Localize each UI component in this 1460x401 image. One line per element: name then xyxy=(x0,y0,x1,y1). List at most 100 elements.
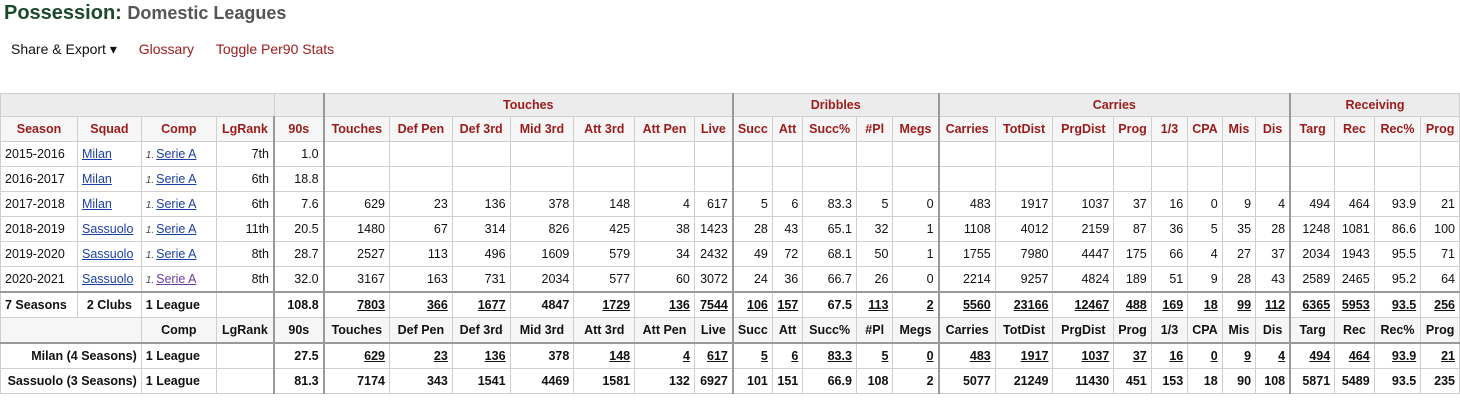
col-header-carries-17[interactable]: Carries xyxy=(937,116,996,142)
totals-stat-cell[interactable]: 5953 xyxy=(1334,291,1375,318)
totals-stat-cell[interactable]: 366 xyxy=(388,291,453,318)
repeat-header-mis-21: Mis xyxy=(1221,317,1257,344)
col-header-totdist-18[interactable]: TotDist xyxy=(994,116,1054,142)
comp-link[interactable]: Serie A xyxy=(156,147,197,161)
club-stat-cell[interactable]: 0 xyxy=(892,342,940,369)
comp-link[interactable]: Serie A xyxy=(156,247,197,261)
club-stat-cell[interactable]: 23 xyxy=(388,342,453,369)
totals-stat-cell[interactable]: 7803 xyxy=(322,291,390,318)
totals-stat-cell[interactable]: 99 xyxy=(1221,291,1257,318)
totals-stat-cell[interactable]: 93.5 xyxy=(1373,291,1422,318)
totals-stat-cell[interactable]: 2 xyxy=(892,291,940,318)
club-stat-cell[interactable]: 136 xyxy=(451,342,511,369)
stat-cell xyxy=(855,141,894,167)
col-header-def-pen-6[interactable]: Def Pen xyxy=(388,116,453,142)
totals-stat-cell[interactable]: 1677 xyxy=(451,291,511,318)
totals-stat-cell[interactable]: 23166 xyxy=(994,291,1054,318)
totals-stat-cell[interactable]: 169 xyxy=(1150,291,1189,318)
club-stat-cell[interactable]: 9 xyxy=(1221,342,1257,369)
club-stat-cell[interactable]: 5 xyxy=(731,342,773,369)
col-header-cpa-22[interactable]: CPA xyxy=(1187,116,1223,142)
club-stat-cell[interactable]: 4 xyxy=(634,342,695,369)
col-header-season-0[interactable]: Season xyxy=(0,116,78,142)
totals-stat-cell[interactable]: 106 xyxy=(731,291,773,318)
col-header-dis-24[interactable]: Dis xyxy=(1255,116,1291,142)
col-header-succ-12[interactable]: Succ xyxy=(731,116,773,142)
col-header-mis-23[interactable]: Mis xyxy=(1221,116,1257,142)
totals-stat-cell[interactable]: 136 xyxy=(634,291,695,318)
club-stat-cell[interactable]: 483 xyxy=(937,342,996,369)
col-header-90s-4[interactable]: 90s xyxy=(273,116,325,142)
club-stat-cell[interactable]: 37 xyxy=(1113,342,1152,369)
season-cell[interactable]: 2016-2017 xyxy=(0,166,78,192)
totals-stat-cell[interactable]: 5560 xyxy=(937,291,996,318)
totals-stat-cell[interactable]: 112 xyxy=(1255,291,1291,318)
col-header-lgrank-3[interactable]: LgRank xyxy=(215,116,275,142)
totals-stat-cell[interactable]: 1729 xyxy=(573,291,636,318)
squad-link[interactable]: Milan xyxy=(81,197,112,211)
club-stat-cell[interactable]: 5 xyxy=(855,342,894,369)
season-cell[interactable]: 2020-2021 xyxy=(0,266,78,293)
totals-stat-cell[interactable]: 256 xyxy=(1420,291,1460,318)
club-stat-cell[interactable]: 0 xyxy=(1187,342,1223,369)
stat-cell: 579 xyxy=(573,241,636,267)
glossary-link[interactable]: Glossary xyxy=(138,41,194,57)
club-stat-cell[interactable]: 93.9 xyxy=(1373,342,1422,369)
col-header-megs-16[interactable]: Megs xyxy=(892,116,940,142)
season-cell[interactable]: 2017-2018 xyxy=(0,191,78,217)
club-stat-cell[interactable]: 464 xyxy=(1334,342,1375,369)
club-stat-cell[interactable]: 629 xyxy=(322,342,390,369)
squad-link[interactable]: Milan xyxy=(81,172,112,186)
totals-stat-cell[interactable]: 157 xyxy=(771,291,804,318)
col-header-succpct-14[interactable]: Succ% xyxy=(802,116,857,142)
col-header-prog-20[interactable]: Prog xyxy=(1113,116,1152,142)
club-stat-cell[interactable]: 21 xyxy=(1420,342,1460,369)
club-stat-cell[interactable]: 148 xyxy=(573,342,636,369)
col-header-touches-5[interactable]: Touches xyxy=(322,116,390,142)
squad-link[interactable]: Sassuolo xyxy=(81,272,134,286)
col-header-att-3rd-9[interactable]: Att 3rd xyxy=(573,116,636,142)
season-cell[interactable]: 2019-2020 xyxy=(0,241,78,267)
totals-stat-cell[interactable]: 488 xyxy=(1113,291,1152,318)
col-header-mid-3rd-8[interactable]: Mid 3rd xyxy=(509,116,575,142)
col-header-def-3rd-7[interactable]: Def 3rd xyxy=(451,116,511,142)
col-header-rec-26[interactable]: Rec xyxy=(1334,116,1375,142)
club-stat-cell[interactable]: 1037 xyxy=(1052,342,1115,369)
col-header-squad-1[interactable]: Squad xyxy=(76,116,142,142)
club-stat-cell[interactable]: 16 xyxy=(1150,342,1189,369)
comp-link[interactable]: Serie A xyxy=(156,172,197,186)
squad-link[interactable]: Sassuolo xyxy=(81,222,134,236)
col-header-targ-25[interactable]: Targ xyxy=(1289,116,1336,142)
col-header-live-11[interactable]: Live xyxy=(693,116,734,142)
col-header-numpl-15[interactable]: #Pl xyxy=(855,116,894,142)
col-header-1-3-21[interactable]: 1/3 xyxy=(1150,116,1189,142)
share-export-button[interactable]: Share & Export ▾ xyxy=(11,41,117,57)
repeat-header-comp-0: Comp xyxy=(140,317,217,344)
season-cell[interactable]: 2015-2016 xyxy=(0,141,78,167)
col-header-prgdist-19[interactable]: PrgDist xyxy=(1052,116,1115,142)
toggle-per90-link[interactable]: Toggle Per90 Stats xyxy=(215,41,335,57)
col-header-att-pen-10[interactable]: Att Pen xyxy=(634,116,695,142)
comp-link[interactable]: Serie A xyxy=(156,272,197,286)
col-header-att-13[interactable]: Att xyxy=(771,116,804,142)
squad-link[interactable]: Milan xyxy=(81,147,112,161)
comp-link[interactable]: Serie A xyxy=(156,197,197,211)
col-header-recpct-27[interactable]: Rec% xyxy=(1373,116,1422,142)
col-header-prog-28[interactable]: Prog xyxy=(1420,116,1460,142)
club-stat-cell[interactable]: 617 xyxy=(693,342,734,369)
totals-stat-cell[interactable]: 113 xyxy=(855,291,894,318)
season-cell[interactable]: 2018-2019 xyxy=(0,216,78,242)
totals-stat-cell[interactable]: 18 xyxy=(1187,291,1223,318)
club-stat-cell[interactable]: 494 xyxy=(1289,342,1336,369)
comp-link[interactable]: Serie A xyxy=(156,222,197,236)
club-stat-cell[interactable]: 1917 xyxy=(994,342,1054,369)
stat-cell xyxy=(1373,141,1422,167)
club-stat-cell[interactable]: 83.3 xyxy=(802,342,857,369)
totals-stat-cell[interactable]: 6365 xyxy=(1289,291,1336,318)
club-stat-cell[interactable]: 6 xyxy=(771,342,804,369)
col-header-comp-2[interactable]: Comp xyxy=(140,116,217,142)
totals-stat-cell[interactable]: 12467 xyxy=(1052,291,1115,318)
totals-stat-cell[interactable]: 7544 xyxy=(693,291,734,318)
squad-link[interactable]: Sassuolo xyxy=(81,247,134,261)
club-stat-cell[interactable]: 4 xyxy=(1255,342,1291,369)
